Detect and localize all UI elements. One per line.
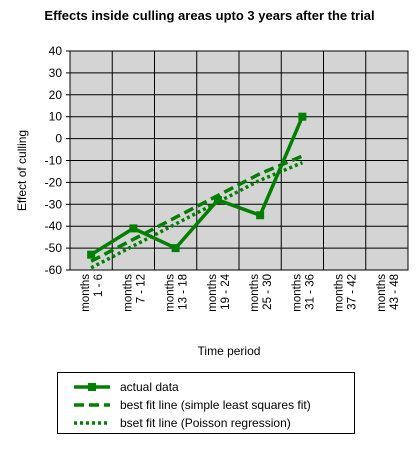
legend-label: actual data: [120, 380, 179, 394]
y-axis-ticks: 40 30 20 10 0 -10 -20 -30 -40 -50 -60: [45, 44, 70, 277]
y-tick-label: -40: [45, 219, 63, 233]
y-axis-title: Effect of culling: [15, 130, 29, 211]
chart-title: Effects inside culling areas upto 3 year…: [44, 8, 375, 23]
data-point: [171, 244, 180, 253]
x-tick-label-line: 13 - 18: [178, 274, 190, 310]
y-tick-label: -20: [45, 175, 63, 189]
data-point: [298, 112, 307, 121]
series-line-1: [90, 116, 304, 257]
svg-text:months1 - 6: months1 - 6: [80, 274, 105, 312]
legend-label: bset fit line (Poisson regression): [120, 416, 291, 430]
svg-text:months37 - 42: months37 - 42: [334, 274, 359, 312]
x-tick-label-line: 7 - 12: [135, 274, 147, 303]
x-tick-label: months1 - 6: [80, 274, 105, 312]
y-tick-label: 10: [49, 110, 63, 124]
y-tick-label: -50: [45, 241, 63, 255]
y-tick-label: -30: [45, 197, 63, 211]
x-tick-label-line: 19 - 24: [220, 273, 232, 309]
legend-swatch: [74, 421, 110, 425]
y-tick-label: 40: [49, 44, 63, 58]
x-tick-label: months19 - 24: [207, 273, 232, 311]
data-point: [256, 211, 265, 220]
x-tick-label-line: months: [80, 274, 92, 312]
x-tick-label-line: months: [376, 274, 388, 312]
x-tick-label-line: months: [291, 274, 303, 312]
svg-text:months13 - 18: months13 - 18: [165, 274, 190, 312]
x-tick-label: months43 - 48: [376, 274, 401, 312]
x-tick-label: months25 - 30: [249, 274, 274, 312]
x-tick-label-line: 25 - 30: [262, 274, 274, 310]
y-tick-label: -10: [45, 154, 63, 168]
x-tick-label-line: months: [165, 274, 177, 312]
x-tick-label-line: months: [207, 274, 219, 312]
x-tick-label-line: 43 - 48: [389, 274, 401, 310]
legend-item: actual data: [72, 378, 179, 396]
x-tick-label: months37 - 42: [334, 274, 359, 312]
data-point: [129, 224, 138, 233]
legend-item: bset fit line (Poisson regression): [72, 414, 291, 432]
x-tick-label: months13 - 18: [165, 274, 190, 312]
y-tick-label: 20: [49, 88, 63, 102]
horizontal-gridlines: [70, 72, 408, 249]
data-point: [213, 195, 222, 204]
legend-label: best fit line (simple least squares fit): [120, 398, 311, 412]
data-point: [87, 250, 96, 259]
x-tick-label-line: 37 - 42: [347, 274, 359, 310]
x-tick-label-line: 1 - 6: [93, 274, 105, 297]
svg-text:months7 - 12: months7 - 12: [122, 274, 147, 312]
y-tick-label: -60: [45, 263, 63, 277]
legend-item: best fit line (simple least squares fit): [72, 396, 311, 414]
legend-swatch: [74, 403, 110, 407]
legend-swatch: [74, 383, 110, 391]
series-line-2: [90, 154, 304, 263]
series-layer: [87, 112, 307, 270]
svg-text:months25 - 30: months25 - 30: [249, 274, 274, 312]
y-tick-label: 30: [49, 66, 63, 80]
x-tick-label: months31 - 36: [291, 274, 316, 312]
x-axis-title: Time period: [198, 344, 261, 358]
x-tick-label-line: 31 - 36: [304, 274, 316, 310]
svg-text:months19 - 24: months19 - 24: [207, 273, 232, 311]
x-tick-label: months7 - 12: [122, 274, 147, 312]
legend: actual data best fit line (simple least s…: [57, 372, 355, 434]
x-tick-label-line: months: [122, 274, 134, 312]
x-tick-label-line: months: [334, 274, 346, 312]
svg-text:months31 - 36: months31 - 36: [291, 274, 316, 312]
svg-text:months43 - 48: months43 - 48: [376, 274, 401, 312]
x-axis-ticks: months1 - 6 months7 - 12 months13 - 18 mont…: [80, 273, 401, 311]
y-tick-label: 0: [55, 132, 62, 146]
x-tick-label-line: months: [249, 274, 261, 312]
